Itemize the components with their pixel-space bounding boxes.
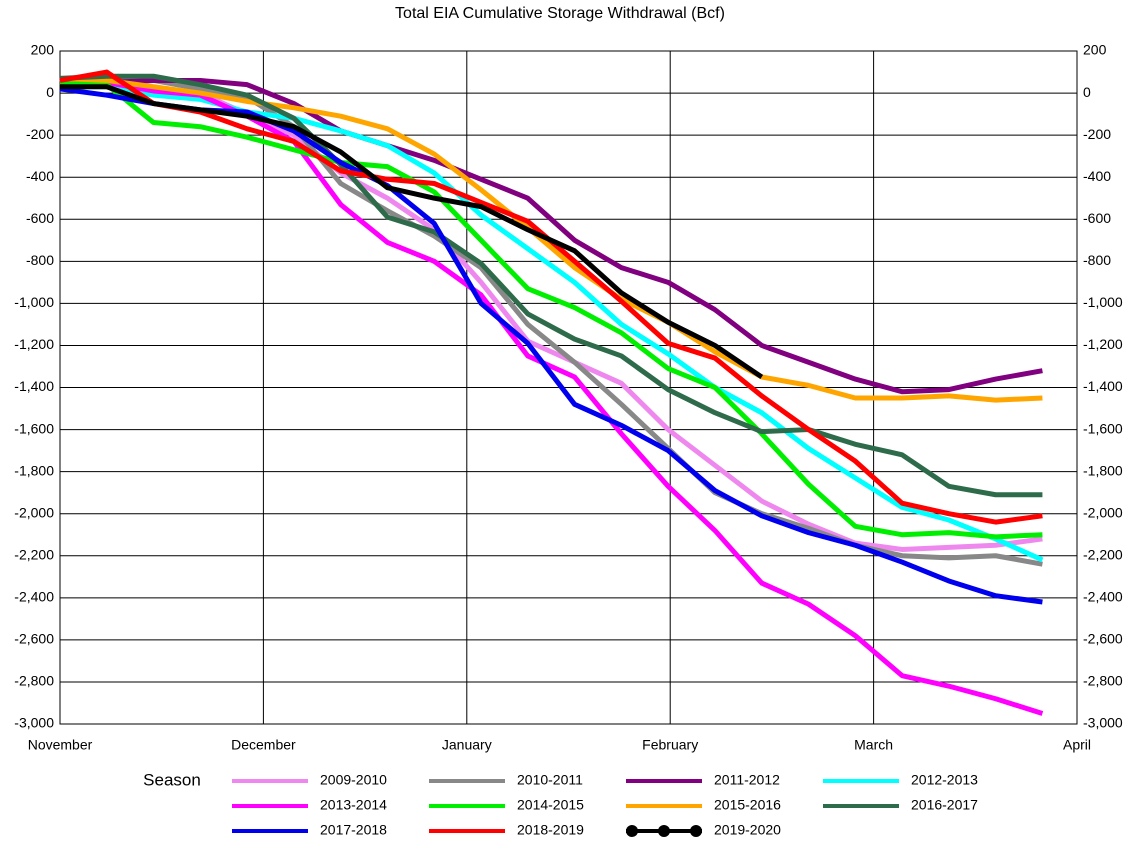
y-tick-label: -400 xyxy=(26,168,54,184)
y2-tick-label: -1,200 xyxy=(1083,336,1123,352)
y2-tick-label: -400 xyxy=(1083,168,1111,184)
y2-tick-label: 200 xyxy=(1083,42,1107,58)
legend-label: 2015-2016 xyxy=(714,797,781,813)
legend-label: 2019-2020 xyxy=(714,822,781,838)
y-tick-label: -2,200 xyxy=(14,546,54,562)
line-series xyxy=(59,80,1043,540)
line-series xyxy=(60,84,764,380)
chart-title: Total EIA Cumulative Storage Withdrawal … xyxy=(395,5,725,22)
y2-tick-label: -2,800 xyxy=(1083,673,1123,689)
y2-tick-label: -1,400 xyxy=(1083,378,1123,394)
line-series xyxy=(59,77,1043,552)
y-tick-label: -1,400 xyxy=(14,378,54,394)
y2-tick-label: -3,000 xyxy=(1083,715,1123,731)
y2-tick-label: -2,200 xyxy=(1083,546,1123,562)
legend-label: 2012-2013 xyxy=(911,772,978,788)
y-tick-label: -600 xyxy=(26,210,54,226)
legend-marker xyxy=(626,825,638,837)
x-tick-label: February xyxy=(642,737,698,753)
y-tick-label: -3,000 xyxy=(14,715,54,731)
legend-label: 2010-2011 xyxy=(517,772,583,788)
legend-label: 2014-2015 xyxy=(517,797,584,813)
legend-label: 2018-2019 xyxy=(517,822,584,838)
y2-tick-label: -600 xyxy=(1083,210,1111,226)
legend-label: 2011-2012 xyxy=(714,772,780,788)
y-tick-label: 200 xyxy=(31,42,55,58)
x-tick-label: November xyxy=(28,737,93,753)
y2-tick-label: -800 xyxy=(1083,252,1111,268)
legend-title: Season xyxy=(143,770,201,789)
y2-tick-label: -200 xyxy=(1083,126,1111,142)
line-series xyxy=(59,75,1043,403)
legend-marker xyxy=(690,825,702,837)
line-series xyxy=(60,77,1043,395)
line-series xyxy=(59,77,1044,716)
y-tick-label: -2,600 xyxy=(14,631,54,647)
y-tick-label: -1,000 xyxy=(14,294,54,310)
y-tick-label: -1,200 xyxy=(14,336,54,352)
y-tick-label: -200 xyxy=(26,126,54,142)
legend-label: 2017-2018 xyxy=(320,822,387,838)
y-tick-label: -2,800 xyxy=(14,673,54,689)
y-tick-label: -2,000 xyxy=(14,504,54,520)
y-tick-label: -800 xyxy=(26,252,54,268)
line-series xyxy=(59,75,1043,567)
x-tick-label: March xyxy=(854,737,893,753)
legend-label: 2013-2014 xyxy=(320,797,387,813)
line-series xyxy=(59,73,1043,498)
y-tick-label: 0 xyxy=(46,84,54,100)
legend-label: 2016-2017 xyxy=(911,797,978,813)
y-tick-label: -1,600 xyxy=(14,420,54,436)
plot-border xyxy=(59,50,1078,725)
y-tick-label: -1,800 xyxy=(14,462,54,478)
y2-tick-label: -2,400 xyxy=(1083,589,1123,605)
y2-tick-label: 0 xyxy=(1083,84,1091,100)
legend-marker xyxy=(658,825,670,837)
y2-tick-label: -1,000 xyxy=(1083,294,1123,310)
x-tick-label: April xyxy=(1063,737,1091,753)
y-tick-label: -2,400 xyxy=(14,589,54,605)
y2-tick-label: -2,000 xyxy=(1083,504,1123,520)
y2-tick-label: -2,600 xyxy=(1083,631,1123,647)
y2-tick-label: -1,800 xyxy=(1083,462,1123,478)
x-tick-label: December xyxy=(231,737,296,753)
legend-label: 2009-2010 xyxy=(320,772,387,788)
x-tick-label: January xyxy=(442,737,492,753)
line-series xyxy=(60,84,1044,563)
y2-tick-label: -1,600 xyxy=(1083,420,1123,436)
